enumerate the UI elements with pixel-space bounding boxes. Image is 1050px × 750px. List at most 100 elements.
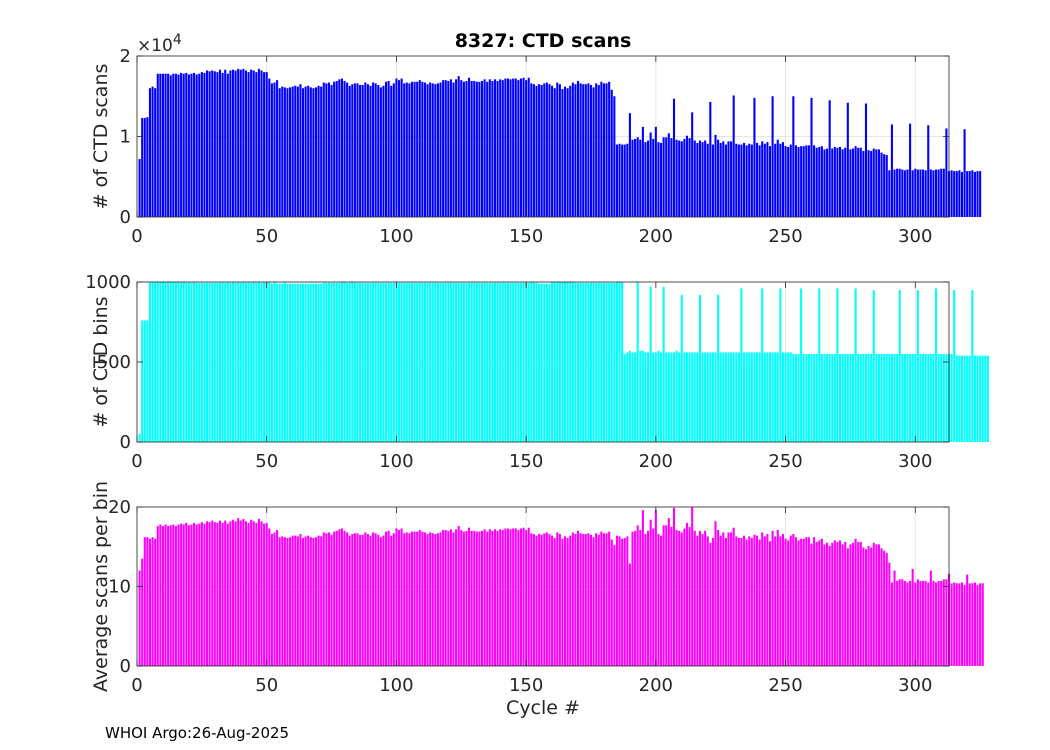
bar-avg: [922, 580, 925, 666]
bar-scans: [481, 80, 484, 218]
bar-avg: [260, 521, 263, 666]
bar-avg: [307, 535, 310, 666]
bar-avg: [704, 530, 707, 666]
bar-avg: [177, 524, 180, 666]
bar-avg: [281, 536, 284, 666]
bar-avg: [976, 584, 979, 666]
bar-bins: [457, 282, 460, 442]
bar-bins: [203, 282, 206, 442]
bar-bins: [434, 282, 437, 442]
bar-avg: [784, 538, 787, 666]
bar-scans: [444, 80, 447, 218]
bar-avg: [849, 544, 852, 666]
bar-scans: [159, 73, 162, 218]
bar-avg: [169, 525, 172, 666]
bar-avg: [639, 530, 642, 666]
bar-avg: [626, 536, 629, 666]
bar-scans: [174, 73, 177, 218]
x-tick-label: 300: [898, 675, 932, 696]
bar-scans: [372, 82, 375, 217]
bar-avg: [203, 523, 206, 666]
bar-bins: [286, 283, 289, 442]
bar-scans: [841, 149, 844, 217]
bar-bins: [299, 283, 302, 442]
bar-avg: [820, 538, 823, 666]
bar-avg: [530, 533, 533, 666]
bar-avg: [397, 530, 401, 666]
bar-bins: [652, 352, 655, 442]
bar-bins: [538, 283, 541, 442]
bar-avg: [561, 538, 564, 666]
bar-avg: [190, 524, 193, 666]
bar-bins: [911, 354, 914, 442]
bar-scans: [784, 146, 787, 217]
bar-scans: [408, 83, 411, 218]
bar-bins: [595, 282, 598, 442]
bar-scans: [649, 132, 652, 217]
bar-avg: [805, 537, 808, 666]
bar-bins: [278, 283, 281, 442]
bar-bins: [683, 352, 686, 442]
bar-avg: [377, 534, 380, 666]
bar-scans: [706, 143, 709, 217]
bar-scans: [618, 143, 621, 217]
bar-avg: [717, 530, 720, 666]
bar-avg: [455, 529, 458, 666]
bar-avg: [587, 533, 590, 666]
bar-avg: [807, 537, 810, 666]
bar-avg: [649, 519, 652, 666]
bar-bins: [893, 354, 896, 442]
bar-bins: [338, 282, 341, 442]
bar-bins: [888, 354, 891, 442]
bar-scans: [540, 84, 543, 217]
bar-avg: [499, 529, 502, 666]
bar-avg: [198, 523, 201, 666]
bar-scans: [335, 80, 338, 218]
x-tick-label: 100: [379, 226, 413, 247]
bar-scans: [823, 149, 826, 217]
bar-avg: [193, 522, 196, 666]
bar-avg: [304, 536, 307, 666]
bar-scans: [678, 140, 681, 217]
bar-avg: [800, 538, 803, 666]
bar-avg: [691, 507, 694, 666]
bar-bins: [465, 282, 468, 442]
bar-avg: [618, 536, 621, 666]
bar-scans: [714, 134, 717, 217]
y-tick-label: 2: [120, 46, 131, 67]
bar-scans: [647, 140, 650, 217]
bar-scans: [950, 170, 953, 217]
bar-avg: [963, 584, 966, 666]
bar-bins: [312, 283, 315, 442]
bar-bins: [685, 352, 689, 442]
bar-bins: [722, 352, 725, 442]
bar-avg: [224, 520, 227, 666]
bar-avg: [299, 534, 302, 666]
bar-bins: [366, 282, 369, 442]
bar-avg: [743, 535, 746, 666]
bar-scans: [493, 79, 497, 217]
bar-scans: [605, 83, 608, 218]
bar-avg: [683, 528, 686, 666]
bar-bins: [589, 282, 593, 442]
bar-scans: [592, 87, 595, 217]
bar-avg: [841, 544, 844, 666]
bar-bins: [805, 354, 808, 442]
bar-bins: [553, 282, 556, 442]
bar-avg: [924, 580, 927, 666]
bar-bins: [787, 352, 790, 442]
bar-bins: [320, 283, 323, 442]
bar-bins: [667, 352, 670, 442]
bar-scans: [794, 145, 797, 217]
bar-scans: [914, 168, 917, 217]
bar-bins: [647, 352, 650, 442]
bar-bins: [561, 282, 564, 442]
bar-avg: [553, 538, 556, 666]
bar-scans: [276, 80, 279, 218]
bar-scans: [460, 80, 463, 218]
bar-scans: [294, 85, 297, 217]
bar-scans: [416, 81, 419, 217]
bar-scans: [379, 87, 382, 217]
bar-avg: [211, 520, 214, 666]
bar-scans: [862, 150, 865, 217]
